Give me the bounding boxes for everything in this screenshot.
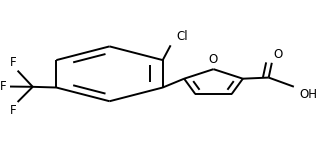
Text: Cl: Cl bbox=[176, 30, 188, 43]
Text: F: F bbox=[9, 56, 16, 69]
Text: F: F bbox=[0, 80, 7, 93]
Text: O: O bbox=[209, 53, 218, 66]
Text: O: O bbox=[274, 48, 283, 61]
Text: OH: OH bbox=[300, 88, 318, 101]
Text: F: F bbox=[9, 104, 16, 117]
